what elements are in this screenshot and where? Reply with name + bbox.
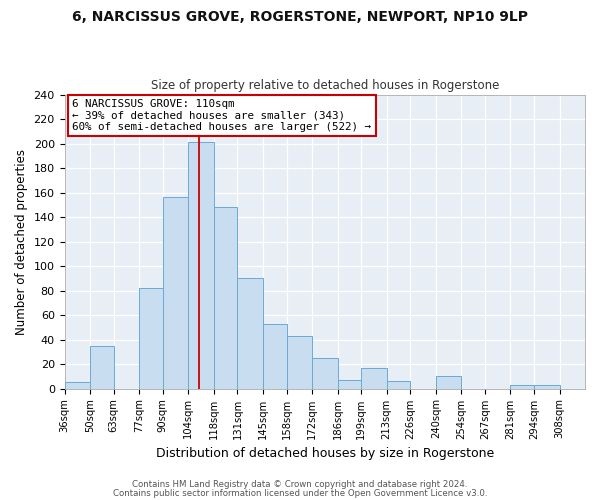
Bar — [361, 368, 386, 388]
Title: Size of property relative to detached houses in Rogerstone: Size of property relative to detached ho… — [151, 79, 499, 92]
Text: Contains HM Land Registry data © Crown copyright and database right 2024.: Contains HM Land Registry data © Crown c… — [132, 480, 468, 489]
Text: 6, NARCISSUS GROVE, ROGERSTONE, NEWPORT, NP10 9LP: 6, NARCISSUS GROVE, ROGERSTONE, NEWPORT,… — [72, 10, 528, 24]
Text: Contains public sector information licensed under the Open Government Licence v3: Contains public sector information licen… — [113, 488, 487, 498]
Bar — [511, 385, 534, 388]
Bar — [139, 288, 163, 388]
Bar — [534, 385, 560, 388]
Bar — [188, 142, 214, 388]
X-axis label: Distribution of detached houses by size in Rogerstone: Distribution of detached houses by size … — [155, 447, 494, 460]
Bar — [312, 358, 338, 388]
Bar — [238, 278, 263, 388]
Bar — [214, 208, 238, 388]
Bar — [263, 324, 287, 388]
Bar — [287, 336, 312, 388]
Bar — [338, 380, 361, 388]
Bar — [163, 198, 188, 388]
Bar — [436, 376, 461, 388]
Y-axis label: Number of detached properties: Number of detached properties — [15, 148, 28, 334]
Bar — [65, 382, 90, 388]
Text: 6 NARCISSUS GROVE: 110sqm
← 39% of detached houses are smaller (343)
60% of semi: 6 NARCISSUS GROVE: 110sqm ← 39% of detac… — [73, 99, 371, 132]
Bar — [386, 381, 410, 388]
Bar — [90, 346, 113, 389]
